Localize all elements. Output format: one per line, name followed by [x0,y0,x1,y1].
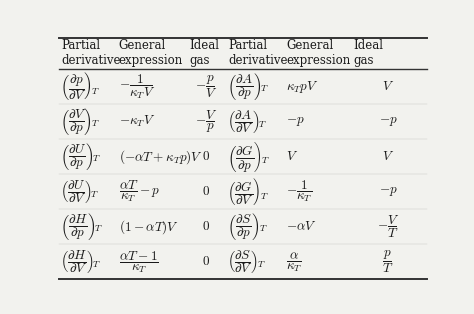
Text: $\left(\dfrac{\partial A}{\partial V}\right)_{\!T}$: $\left(\dfrac{\partial A}{\partial V}\ri… [228,108,268,135]
Text: $\left(\dfrac{\partial p}{\partial V}\right)_{\!T}$: $\left(\dfrac{\partial p}{\partial V}\ri… [60,71,100,102]
Text: $\left(\dfrac{\partial S}{\partial p}\right)_{\!T}$: $\left(\dfrac{\partial S}{\partial p}\ri… [228,211,268,242]
Text: $-\dfrac{p}{V}$: $-\dfrac{p}{V}$ [195,73,218,100]
Text: $0$: $0$ [202,150,210,163]
Text: $-\dfrac{1}{\kappa_T}$: $-\dfrac{1}{\kappa_T}$ [286,179,313,204]
Text: $(1 - \alpha T)V$: $(1 - \alpha T)V$ [119,218,179,236]
Text: $\left(\dfrac{\partial V}{\partial p}\right)_{\!T}$: $\left(\dfrac{\partial V}{\partial p}\ri… [60,106,100,137]
Text: $\left(\dfrac{\partial G}{\partial p}\right)_{\!T}$: $\left(\dfrac{\partial G}{\partial p}\ri… [228,140,271,174]
Text: Partial
derivative: Partial derivative [61,39,120,68]
Text: Partial
derivative: Partial derivative [228,39,288,68]
Text: $-\kappa_T V$: $-\kappa_T V$ [119,114,155,129]
Text: General
expression: General expression [286,39,350,68]
Text: $\dfrac{\alpha T}{\kappa_T} - p$: $\dfrac{\alpha T}{\kappa_T} - p$ [119,179,160,204]
Text: $V$: $V$ [382,80,394,93]
Text: $-\dfrac{1}{\kappa_T V}$: $-\dfrac{1}{\kappa_T V}$ [119,73,155,101]
Text: $0$: $0$ [202,185,210,198]
Text: $\left(\dfrac{\partial S}{\partial V}\right)_{\!T}$: $\left(\dfrac{\partial S}{\partial V}\ri… [228,248,266,275]
Text: $0$: $0$ [202,220,210,233]
Text: $V$: $V$ [382,150,394,163]
Text: $V$: $V$ [286,150,299,163]
Text: $\dfrac{\alpha}{\kappa_T}$: $\dfrac{\alpha}{\kappa_T}$ [286,250,302,273]
Text: $\dfrac{\alpha T - 1}{\kappa_T}$: $\dfrac{\alpha T - 1}{\kappa_T}$ [119,249,158,275]
Text: $0$: $0$ [202,255,210,268]
Text: $\left(\dfrac{\partial G}{\partial V}\right)_{\!T}$: $\left(\dfrac{\partial G}{\partial V}\ri… [228,176,269,207]
Text: $\left(\dfrac{\partial A}{\partial p}\right)_{\!T}$: $\left(\dfrac{\partial A}{\partial p}\ri… [228,71,270,102]
Text: $\kappa_T pV$: $\kappa_T pV$ [286,78,319,95]
Text: $\left(\dfrac{\partial H}{\partial V}\right)_{\!T}$: $\left(\dfrac{\partial H}{\partial V}\ri… [60,248,102,275]
Text: $\left(\dfrac{\partial U}{\partial p}\right)_{\!T}$: $\left(\dfrac{\partial U}{\partial p}\ri… [60,141,102,172]
Text: $-\alpha V$: $-\alpha V$ [286,220,317,233]
Text: General
expression: General expression [119,39,183,68]
Text: Ideal
gas: Ideal gas [190,39,219,68]
Text: $\dfrac{p}{T}$: $\dfrac{p}{T}$ [383,249,394,275]
Text: $-p$: $-p$ [379,185,397,198]
Text: $-p$: $-p$ [286,115,305,128]
Text: $\left(\dfrac{\partial U}{\partial V}\right)_{\!T}$: $\left(\dfrac{\partial U}{\partial V}\ri… [60,178,100,205]
Text: Ideal
gas: Ideal gas [353,39,383,68]
Text: $\left(\dfrac{\partial H}{\partial p}\right)_{\!T}$: $\left(\dfrac{\partial H}{\partial p}\ri… [60,211,104,242]
Text: $-\dfrac{V}{T}$: $-\dfrac{V}{T}$ [377,214,399,240]
Text: $-\dfrac{V}{p}$: $-\dfrac{V}{p}$ [195,109,218,135]
Text: $-p$: $-p$ [379,115,397,128]
Text: $(-\alpha T + \kappa_T p)V$: $(-\alpha T + \kappa_T p)V$ [119,148,203,166]
